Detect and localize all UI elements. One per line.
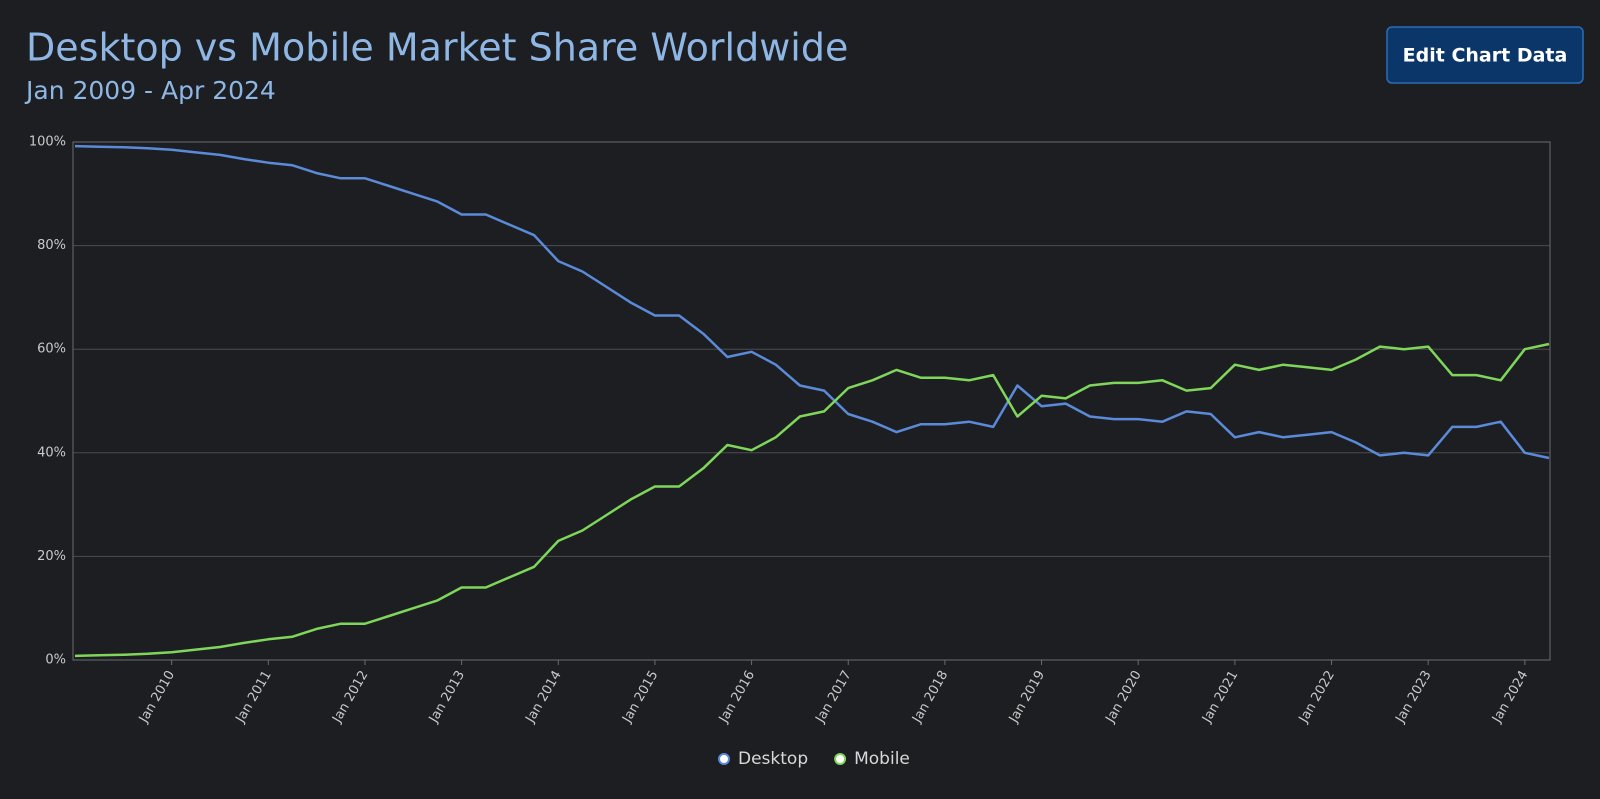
y-tick-label: 20% — [37, 549, 66, 564]
y-tick-label: 40% — [37, 445, 66, 460]
series-line — [74, 342, 1550, 658]
series-line — [74, 144, 1550, 460]
chart-subtitle: Jan 2009 - Apr 2024 — [24, 76, 276, 105]
legend-label: Desktop — [738, 749, 808, 769]
plot-border — [72, 141, 1551, 661]
y-tick-label: 60% — [37, 342, 66, 357]
edit-button[interactable]: Edit Chart Data — [1386, 26, 1584, 84]
legend: Desktop Mobile — [718, 749, 910, 769]
button-label[interactable]: Edit Chart Data — [1403, 45, 1568, 67]
legend-marker — [834, 753, 847, 765]
legend-marker — [718, 753, 730, 765]
chart-title: Desktop vs Mobile Market Share Worldwide — [26, 26, 848, 70]
y-tick-label: 100% — [29, 135, 66, 150]
legend-label: Mobile — [854, 749, 910, 769]
y-tick-label: 80% — [37, 238, 66, 253]
button-box[interactable] — [1386, 26, 1584, 84]
y-tick-label: 0% — [45, 653, 66, 668]
